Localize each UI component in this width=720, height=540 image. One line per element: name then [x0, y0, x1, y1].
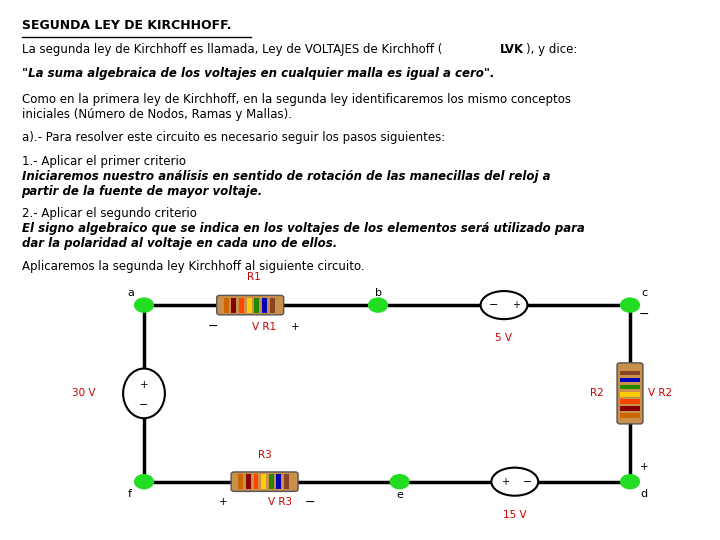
Bar [620, 378, 640, 382]
Bar [620, 406, 640, 411]
Bar [224, 298, 229, 313]
Text: +: + [219, 497, 227, 507]
Text: e: e [396, 490, 403, 500]
Text: +: + [140, 380, 148, 390]
Text: −: − [522, 477, 532, 487]
Text: R3: R3 [258, 450, 271, 460]
Bar [253, 474, 258, 489]
Circle shape [369, 298, 387, 312]
Text: f: f [127, 489, 132, 498]
Text: d: d [641, 489, 648, 498]
Text: +: + [500, 477, 509, 487]
Text: LVK: LVK [500, 43, 524, 56]
Text: La segunda ley de Kirchhoff es llamada, Ley de VOLTAJES de Kirchhoff (: La segunda ley de Kirchhoff es llamada, … [22, 43, 442, 56]
Text: −: − [639, 308, 649, 321]
Text: dar la polaridad al voltaje en cada uno de ellos.: dar la polaridad al voltaje en cada uno … [22, 237, 337, 250]
Text: −: − [207, 320, 218, 333]
Text: Iniciaremos nuestro análisis en sentido de rotación de las manecillas del reloj : Iniciaremos nuestro análisis en sentido … [22, 170, 550, 183]
Text: Aplicaremos la segunda ley Kirchhoff al siguiente circuito.: Aplicaremos la segunda ley Kirchhoff al … [22, 260, 364, 273]
Bar [620, 392, 640, 396]
FancyBboxPatch shape [231, 472, 298, 491]
Bar [276, 474, 282, 489]
Bar [620, 399, 640, 404]
Text: 30 V: 30 V [71, 388, 95, 399]
Circle shape [135, 298, 153, 312]
Ellipse shape [480, 291, 527, 319]
Text: "La suma algebraica de los voltajes en cualquier malla es igual a cero".: "La suma algebraica de los voltajes en c… [22, 68, 494, 80]
Text: V R3: V R3 [269, 497, 292, 507]
Circle shape [135, 475, 153, 489]
FancyBboxPatch shape [617, 363, 643, 424]
Text: Como en la primera ley de Kirchhoff, en la segunda ley identificaremos los mismo: Como en la primera ley de Kirchhoff, en … [22, 93, 571, 106]
Bar [620, 370, 640, 375]
Bar [262, 298, 267, 313]
Text: +: + [640, 462, 649, 471]
Bar [231, 298, 236, 313]
Text: R2: R2 [590, 388, 604, 399]
Bar [254, 298, 259, 313]
Text: +: + [512, 300, 521, 310]
Text: El signo algebraico que se indica en los voltajes de los elementos será utilizad: El signo algebraico que se indica en los… [22, 222, 585, 235]
Text: a).- Para resolver este circuito es necesario seguir los pasos siguientes:: a).- Para resolver este circuito es nece… [22, 131, 445, 144]
Bar [284, 474, 289, 489]
Bar [261, 474, 266, 489]
Text: iniciales (Número de Nodos, Ramas y Mallas).: iniciales (Número de Nodos, Ramas y Mall… [22, 108, 292, 121]
Text: 5 V: 5 V [495, 333, 513, 343]
Text: V R2: V R2 [648, 388, 672, 399]
Bar [246, 474, 251, 489]
Bar [620, 413, 640, 418]
Circle shape [390, 475, 409, 489]
FancyBboxPatch shape [217, 295, 284, 315]
Text: partir de la fuente de mayor voltaje.: partir de la fuente de mayor voltaje. [22, 185, 263, 198]
Circle shape [621, 298, 639, 312]
Text: +: + [292, 322, 300, 332]
Circle shape [621, 475, 639, 489]
Text: a: a [127, 288, 135, 298]
Bar [239, 298, 244, 313]
Ellipse shape [123, 368, 165, 418]
Text: 1.- Aplicar el primer criterio: 1.- Aplicar el primer criterio [22, 155, 186, 168]
Ellipse shape [492, 468, 539, 496]
Bar [247, 298, 252, 313]
Text: 15 V: 15 V [503, 510, 526, 520]
Bar [238, 474, 243, 489]
Text: c: c [642, 288, 647, 298]
Bar [270, 298, 275, 313]
Text: ), y dice:: ), y dice: [526, 43, 577, 56]
Text: SEGUNDA LEY DE KIRCHHOFF.: SEGUNDA LEY DE KIRCHHOFF. [22, 19, 231, 32]
Text: −: − [305, 496, 315, 509]
Text: b: b [374, 288, 382, 298]
Bar [269, 474, 274, 489]
Text: V R1: V R1 [252, 322, 276, 332]
Text: −: − [139, 400, 149, 410]
Text: −: − [489, 300, 499, 310]
Text: R1: R1 [247, 272, 261, 282]
Bar [620, 385, 640, 389]
Text: 2.- Aplicar el segundo criterio: 2.- Aplicar el segundo criterio [22, 207, 197, 220]
